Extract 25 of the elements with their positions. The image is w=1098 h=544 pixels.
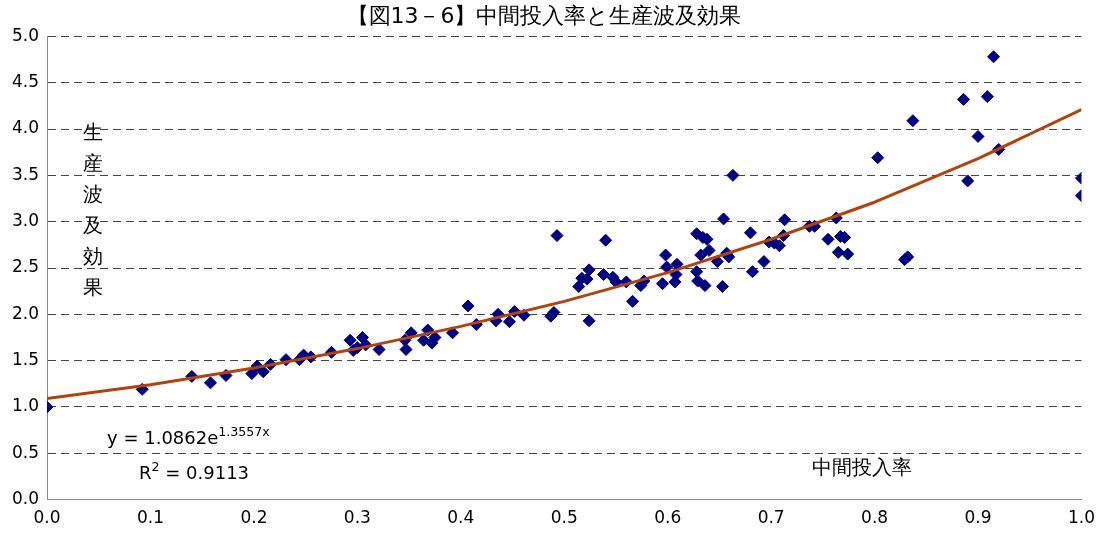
x-tick-label: 0.2 bbox=[240, 507, 268, 528]
y-tick-label: 1.5 bbox=[11, 349, 40, 370]
y-tick-label: 2.0 bbox=[11, 302, 40, 323]
y-tick-label: 4.5 bbox=[11, 71, 40, 92]
x-tick-label: 0.6 bbox=[654, 507, 682, 528]
x-tick-label: 0.9 bbox=[964, 507, 992, 528]
y-tick-label: 3.5 bbox=[11, 163, 40, 184]
chart-title: 【図13－6】中間投入率と生産波及効果 bbox=[346, 2, 742, 28]
x-tick-label: 0.1 bbox=[136, 507, 164, 528]
y-tick-label: 1.0 bbox=[11, 395, 40, 416]
y-axis-title: 生産波及効果 bbox=[83, 119, 104, 299]
y-tick-label: 0.0 bbox=[11, 488, 40, 509]
y-tick-label: 3.0 bbox=[11, 210, 40, 231]
x-axis-title: 中間投入率 bbox=[811, 454, 912, 479]
x-tick-label: 0.4 bbox=[447, 507, 475, 528]
x-tick-label: 1.0 bbox=[1067, 507, 1096, 528]
y-tick-label: 5.0 bbox=[11, 24, 40, 45]
x-tick-label: 0.5 bbox=[550, 507, 578, 528]
x-tick-label: 0.7 bbox=[757, 507, 785, 528]
x-tick-label: 0.3 bbox=[343, 507, 371, 528]
x-tick-label: 0.0 bbox=[33, 507, 61, 528]
y-tick-label: 0.5 bbox=[11, 441, 40, 462]
x-tick-label: 0.8 bbox=[861, 507, 889, 528]
y-tick-label: 2.5 bbox=[11, 256, 40, 277]
y-tick-label: 4.0 bbox=[11, 117, 40, 138]
